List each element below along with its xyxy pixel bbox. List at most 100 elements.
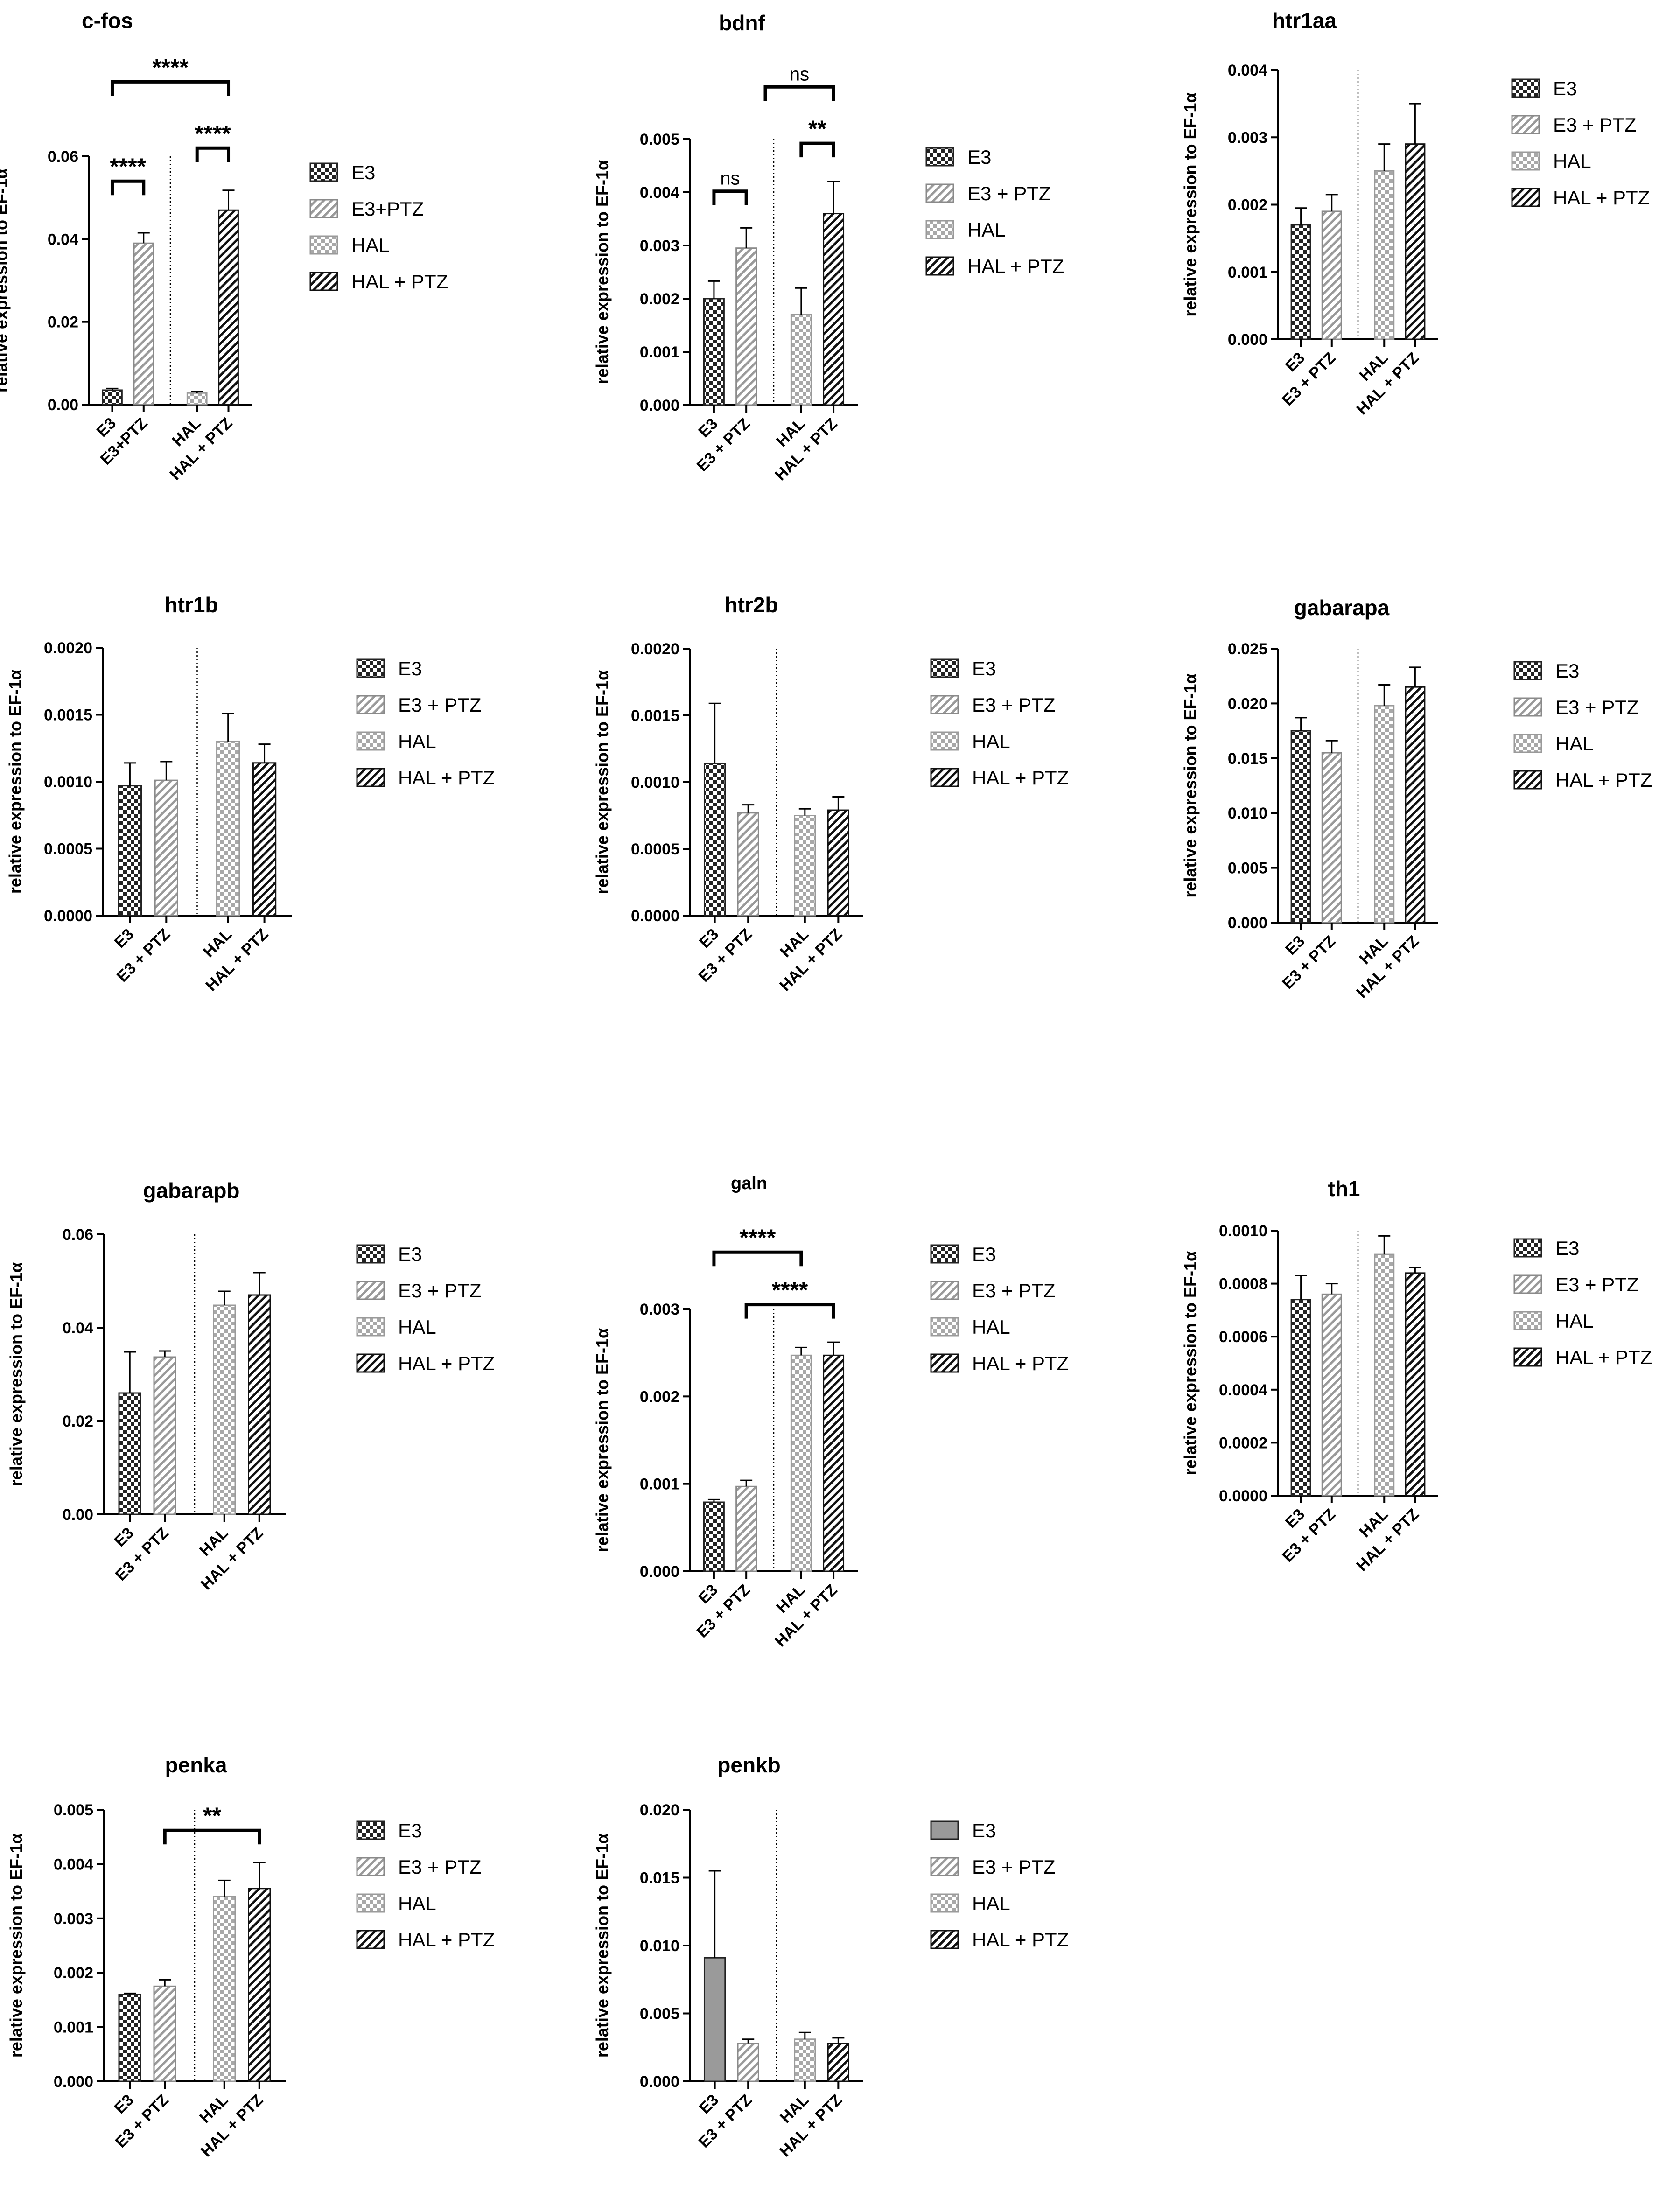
legend-swatch — [309, 199, 338, 218]
significance-label: **** — [739, 1225, 776, 1251]
y-tick-label: 0.0008 — [1219, 1275, 1267, 1293]
y-tick-label: 0.005 — [640, 2005, 679, 2023]
bar-e3-ptz — [154, 779, 178, 917]
chart-panel-c-fos: c-fos relative expression to EF-1α 0.00 0.0… — [0, 8, 448, 483]
chart-panels: c-fos relative expression to EF-1α 0.00 0.0… — [0, 8, 1652, 2160]
legend-label: HAL — [972, 730, 1010, 752]
legend-label: E3 — [967, 146, 991, 168]
y-tick-label: 0.001 — [54, 2019, 93, 2037]
x-tick-label: HAL + PTZ — [776, 2091, 846, 2161]
y-axis-label: relative expression to EF-1α — [1181, 673, 1200, 897]
bar-hal-ptz — [827, 2043, 850, 2082]
significance-label: ** — [203, 1803, 221, 1829]
legend-swatch — [1513, 1311, 1542, 1330]
y-tick-label: 0.0002 — [1219, 1434, 1267, 1452]
legend-swatch — [1513, 1274, 1542, 1294]
significance-bracket — [110, 80, 231, 96]
chart-panel-gabarapb: gabarapb relative expression to EF-1α 0.00… — [7, 1178, 495, 1593]
bar-e3 — [1290, 730, 1311, 924]
bar-hal — [790, 314, 812, 406]
legend-label: E3 — [1555, 660, 1579, 682]
y-tick-label: 0.06 — [63, 1226, 93, 1244]
y-axis-label: relative expression to EF-1α — [7, 1834, 26, 2058]
bar-hal — [794, 2038, 816, 2082]
chart-title: htr1b — [165, 593, 218, 617]
legend-swatch — [930, 1893, 959, 1913]
y-tick-label: 0.00 — [48, 396, 78, 414]
y-tick-label: 0.0010 — [631, 774, 679, 791]
y-tick-label: 0.003 — [640, 1301, 679, 1318]
legend-swatch — [356, 1281, 385, 1300]
bar-hal — [1374, 170, 1395, 340]
legend-swatch — [1513, 1347, 1542, 1367]
legend-swatch — [356, 1353, 385, 1373]
legend-swatch — [1511, 188, 1540, 207]
legend-label: E3 + PTZ — [398, 694, 482, 716]
legend-label: E3+PTZ — [351, 198, 424, 220]
chart-panel-htr1b: htr1b relative expression to EF-1α 0.0000 0… — [6, 593, 495, 994]
legend-swatch — [1513, 734, 1542, 753]
bar-hal — [794, 815, 816, 917]
chart-title: gabarapb — [143, 1178, 239, 1203]
chart-title: c-fos — [82, 8, 133, 33]
legend-swatch — [925, 256, 954, 276]
bar-e3 — [703, 763, 726, 917]
legend-label: E3 + PTZ — [1555, 1274, 1639, 1295]
bar-e3 — [102, 389, 123, 406]
legend-swatch — [309, 162, 338, 182]
chart-panel-th1: th1 relative expression to EF-1α 0.0000 0.0… — [1181, 1176, 1652, 1575]
legend-label: E3 + PTZ — [972, 694, 1056, 716]
bar-hal-ptz — [823, 213, 845, 406]
legend-swatch — [930, 1353, 959, 1373]
bar-hal-ptz — [827, 809, 850, 917]
legend-swatch — [930, 1857, 959, 1876]
legend-swatch — [356, 768, 385, 787]
y-tick-label: 0.002 — [640, 290, 679, 308]
legend-swatch — [356, 1857, 385, 1876]
y-tick-label: 0.025 — [1228, 640, 1267, 658]
y-tick-label: 0.010 — [640, 1937, 679, 1955]
legend-swatch — [925, 220, 954, 239]
y-tick-label: 0.0020 — [631, 640, 679, 658]
y-tick-label: 0.06 — [48, 148, 78, 166]
y-tick-label: 0.0006 — [1219, 1328, 1267, 1346]
legend-label: E3 — [1553, 77, 1577, 99]
chart-panel-gabarapa: gabarapa relative expression to EF-1α 0.00… — [1181, 595, 1652, 1001]
y-axis-label: relative expression to EF-1α — [593, 1328, 612, 1552]
legend-swatch — [356, 1930, 385, 1949]
bar-e3 — [703, 1957, 726, 2082]
x-tick-label: E3 — [696, 2091, 722, 2117]
y-tick-label: 0.000 — [54, 2073, 93, 2091]
legend-swatch — [930, 658, 959, 678]
x-tick-label: E3 — [695, 415, 721, 441]
significance-bracket — [799, 141, 835, 158]
significance-label: **** — [110, 154, 146, 180]
bar-e3 — [118, 1392, 141, 1515]
y-tick-label: 0.001 — [1228, 264, 1267, 281]
significance-bracket — [763, 85, 835, 101]
x-tick-label: E3 — [111, 2091, 137, 2117]
y-tick-label: 0.020 — [1228, 695, 1267, 713]
y-tick-label: 0.02 — [63, 1413, 93, 1430]
y-tick-label: 0.04 — [63, 1319, 93, 1337]
y-tick-label: 0.0010 — [44, 773, 92, 791]
legend-label: HAL — [1555, 1310, 1594, 1332]
legend-label: HAL + PTZ — [972, 767, 1069, 789]
legend-label: HAL — [1555, 733, 1594, 755]
y-tick-label: 0.005 — [640, 131, 679, 148]
legend-swatch — [1513, 697, 1542, 717]
bar-hal — [1374, 705, 1395, 924]
legend-swatch — [930, 768, 959, 787]
legend-label: HAL + PTZ — [1555, 769, 1652, 791]
legend-label: HAL — [398, 730, 436, 752]
legend-label: HAL — [398, 1316, 436, 1338]
legend-swatch — [309, 272, 338, 291]
bar-hal-ptz — [218, 209, 239, 406]
legend-swatch — [1511, 151, 1540, 171]
bar-e3-ptz — [1321, 1293, 1342, 1497]
bar-hal — [790, 1354, 812, 1572]
bar-hal-ptz — [1405, 143, 1426, 340]
y-tick-label: 0.001 — [640, 1476, 679, 1493]
significance-label: ns — [720, 168, 740, 189]
legend-swatch — [356, 1893, 385, 1913]
